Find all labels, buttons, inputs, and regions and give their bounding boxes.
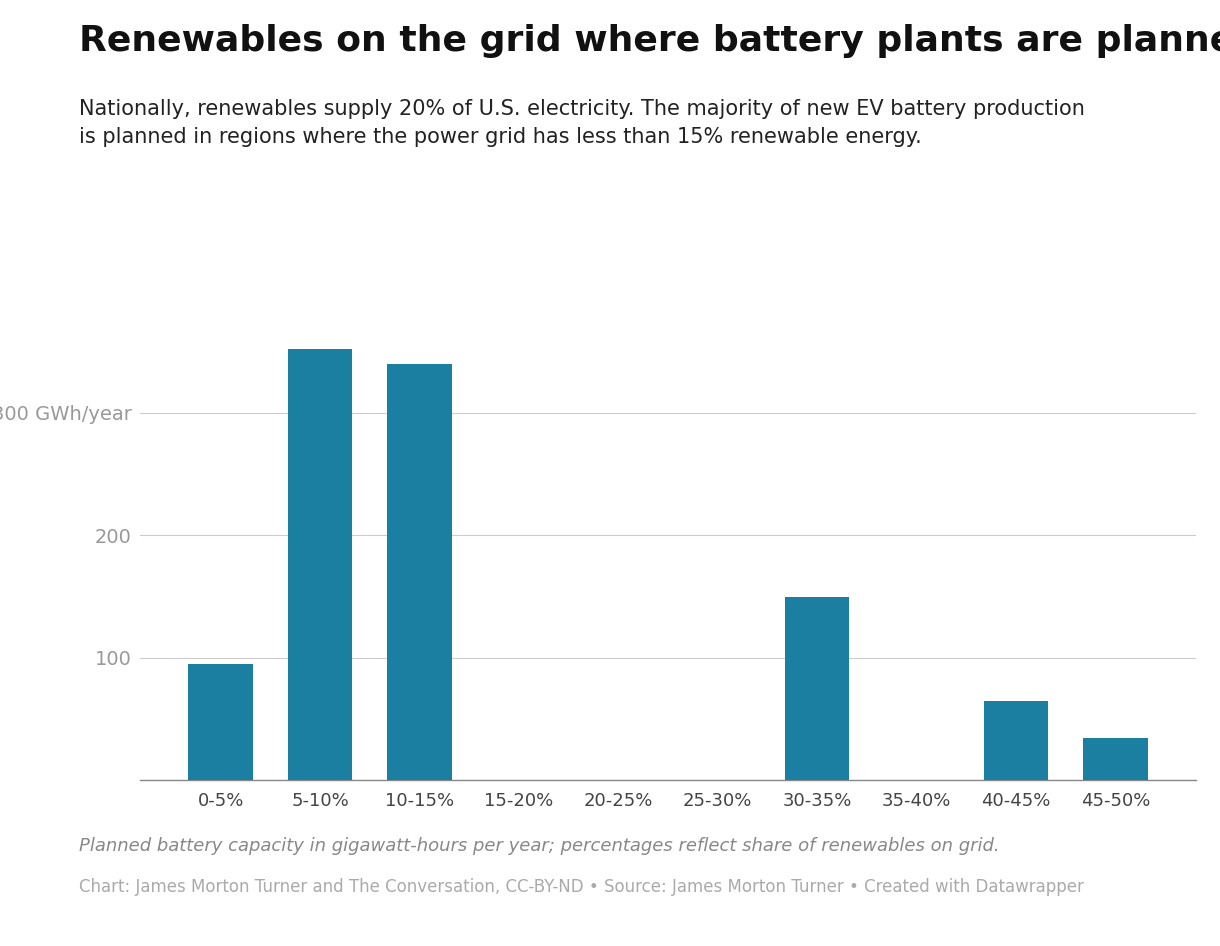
- Bar: [387, 364, 451, 780]
- Bar: [288, 349, 353, 780]
- Text: Nationally, renewables supply 20% of U.S. electricity. The majority of new EV ba: Nationally, renewables supply 20% of U.S…: [79, 99, 1085, 148]
- Bar: [188, 664, 253, 780]
- Bar: [784, 597, 849, 780]
- Bar: [983, 701, 1048, 780]
- Text: Planned battery capacity in gigawatt-hours per year; percentages reflect share o: Planned battery capacity in gigawatt-hou…: [79, 837, 1000, 855]
- Text: Chart: James Morton Turner and The Conversation, CC-BY-ND • Source: James Morton: Chart: James Morton Turner and The Conve…: [79, 878, 1085, 896]
- Text: Renewables on the grid where battery plants are planned: Renewables on the grid where battery pla…: [79, 24, 1220, 58]
- Bar: [1083, 738, 1148, 780]
